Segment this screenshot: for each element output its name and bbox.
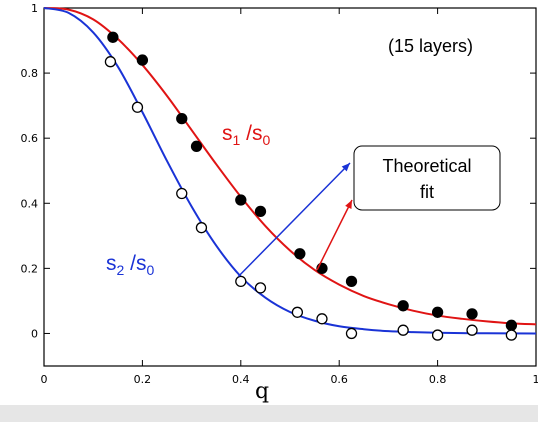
- callout-line2: fit: [420, 182, 434, 202]
- data-point-series-1: [107, 31, 119, 43]
- data-point-series-1: [345, 275, 358, 288]
- data-point-series-1: [235, 194, 247, 206]
- x-tick-label: 0.4: [232, 373, 250, 386]
- series-label-s1-main: s: [222, 122, 233, 145]
- data-point-series-1: [254, 205, 267, 218]
- arrow-to-red-fit: [316, 199, 353, 271]
- x-tick-label: 1: [533, 373, 538, 386]
- x-tick-label: 0.6: [330, 373, 348, 386]
- fit-line-series-1: [43, 7, 537, 326]
- plot-frame: [43, 7, 537, 367]
- data-point-series-2: [131, 101, 144, 113]
- series-label-s2-sub1: 2: [117, 262, 125, 278]
- series-label-s2-sub2: 0: [146, 262, 154, 278]
- series-label-s2-main: s: [106, 252, 117, 275]
- x-tick-label: 0: [41, 373, 48, 386]
- data-point-series-2: [104, 56, 117, 68]
- callout-arrows: [237, 162, 353, 278]
- arrow-to-blue-fit: [237, 162, 351, 278]
- data-point-series-2: [466, 324, 478, 336]
- axis-ticks: 0 0.2 0.4 0.6 0.8 1 0 0.2 0.4 0.6 0.8 1: [21, 2, 538, 386]
- y-tick-label: 1: [31, 2, 38, 15]
- series-label-s1: s1 /s0: [222, 122, 270, 148]
- data-point-series-2: [235, 275, 247, 288]
- data-point-series-2: [316, 313, 328, 325]
- y-tick-label: 0.2: [21, 262, 39, 275]
- series-label-s1-sub2: 0: [262, 132, 270, 148]
- callout-line1: Theoretical: [382, 156, 471, 176]
- x-tick-label: 0.2: [134, 373, 152, 386]
- data-point-series-1: [397, 300, 409, 312]
- data-points: [104, 31, 518, 341]
- data-point-series-1: [505, 319, 518, 331]
- y-tick-label: 0.8: [21, 67, 39, 80]
- data-point-series-2: [254, 282, 267, 294]
- data-point-series-1: [136, 54, 149, 66]
- data-point-series-2: [291, 306, 304, 318]
- data-point-series-2: [176, 187, 188, 200]
- callout-box: [353, 145, 501, 211]
- x-tick-label: 0.8: [429, 373, 447, 386]
- data-point-series-1: [294, 248, 306, 260]
- data-point-series-1: [466, 308, 478, 320]
- x-axis-label: q: [255, 379, 269, 404]
- data-point-series-2: [505, 329, 518, 341]
- arrow-to-red-fit-head: [345, 200, 352, 209]
- series-label-s2: s2 /s0: [106, 252, 154, 278]
- series-label-s1-sub1: 1: [233, 132, 241, 148]
- bottom-strip: [0, 405, 538, 422]
- data-point-series-1: [176, 113, 188, 125]
- y-tick-label: 0: [31, 327, 38, 340]
- series-label-s2-slash: /s: [124, 252, 146, 275]
- series-label-s1-slash: /s: [240, 122, 262, 145]
- data-point-series-2: [345, 327, 358, 340]
- data-point-series-1: [431, 306, 444, 318]
- data-point-series-2: [431, 329, 444, 341]
- data-point-series-2: [397, 324, 409, 336]
- y-tick-label: 0.6: [21, 132, 39, 145]
- data-point-series-2: [195, 222, 208, 234]
- data-point-series-1: [190, 140, 203, 152]
- annotation: (15 layers): [388, 36, 473, 56]
- arrow-to-blue-fit-head: [341, 163, 350, 172]
- y-tick-label: 0.4: [21, 197, 39, 210]
